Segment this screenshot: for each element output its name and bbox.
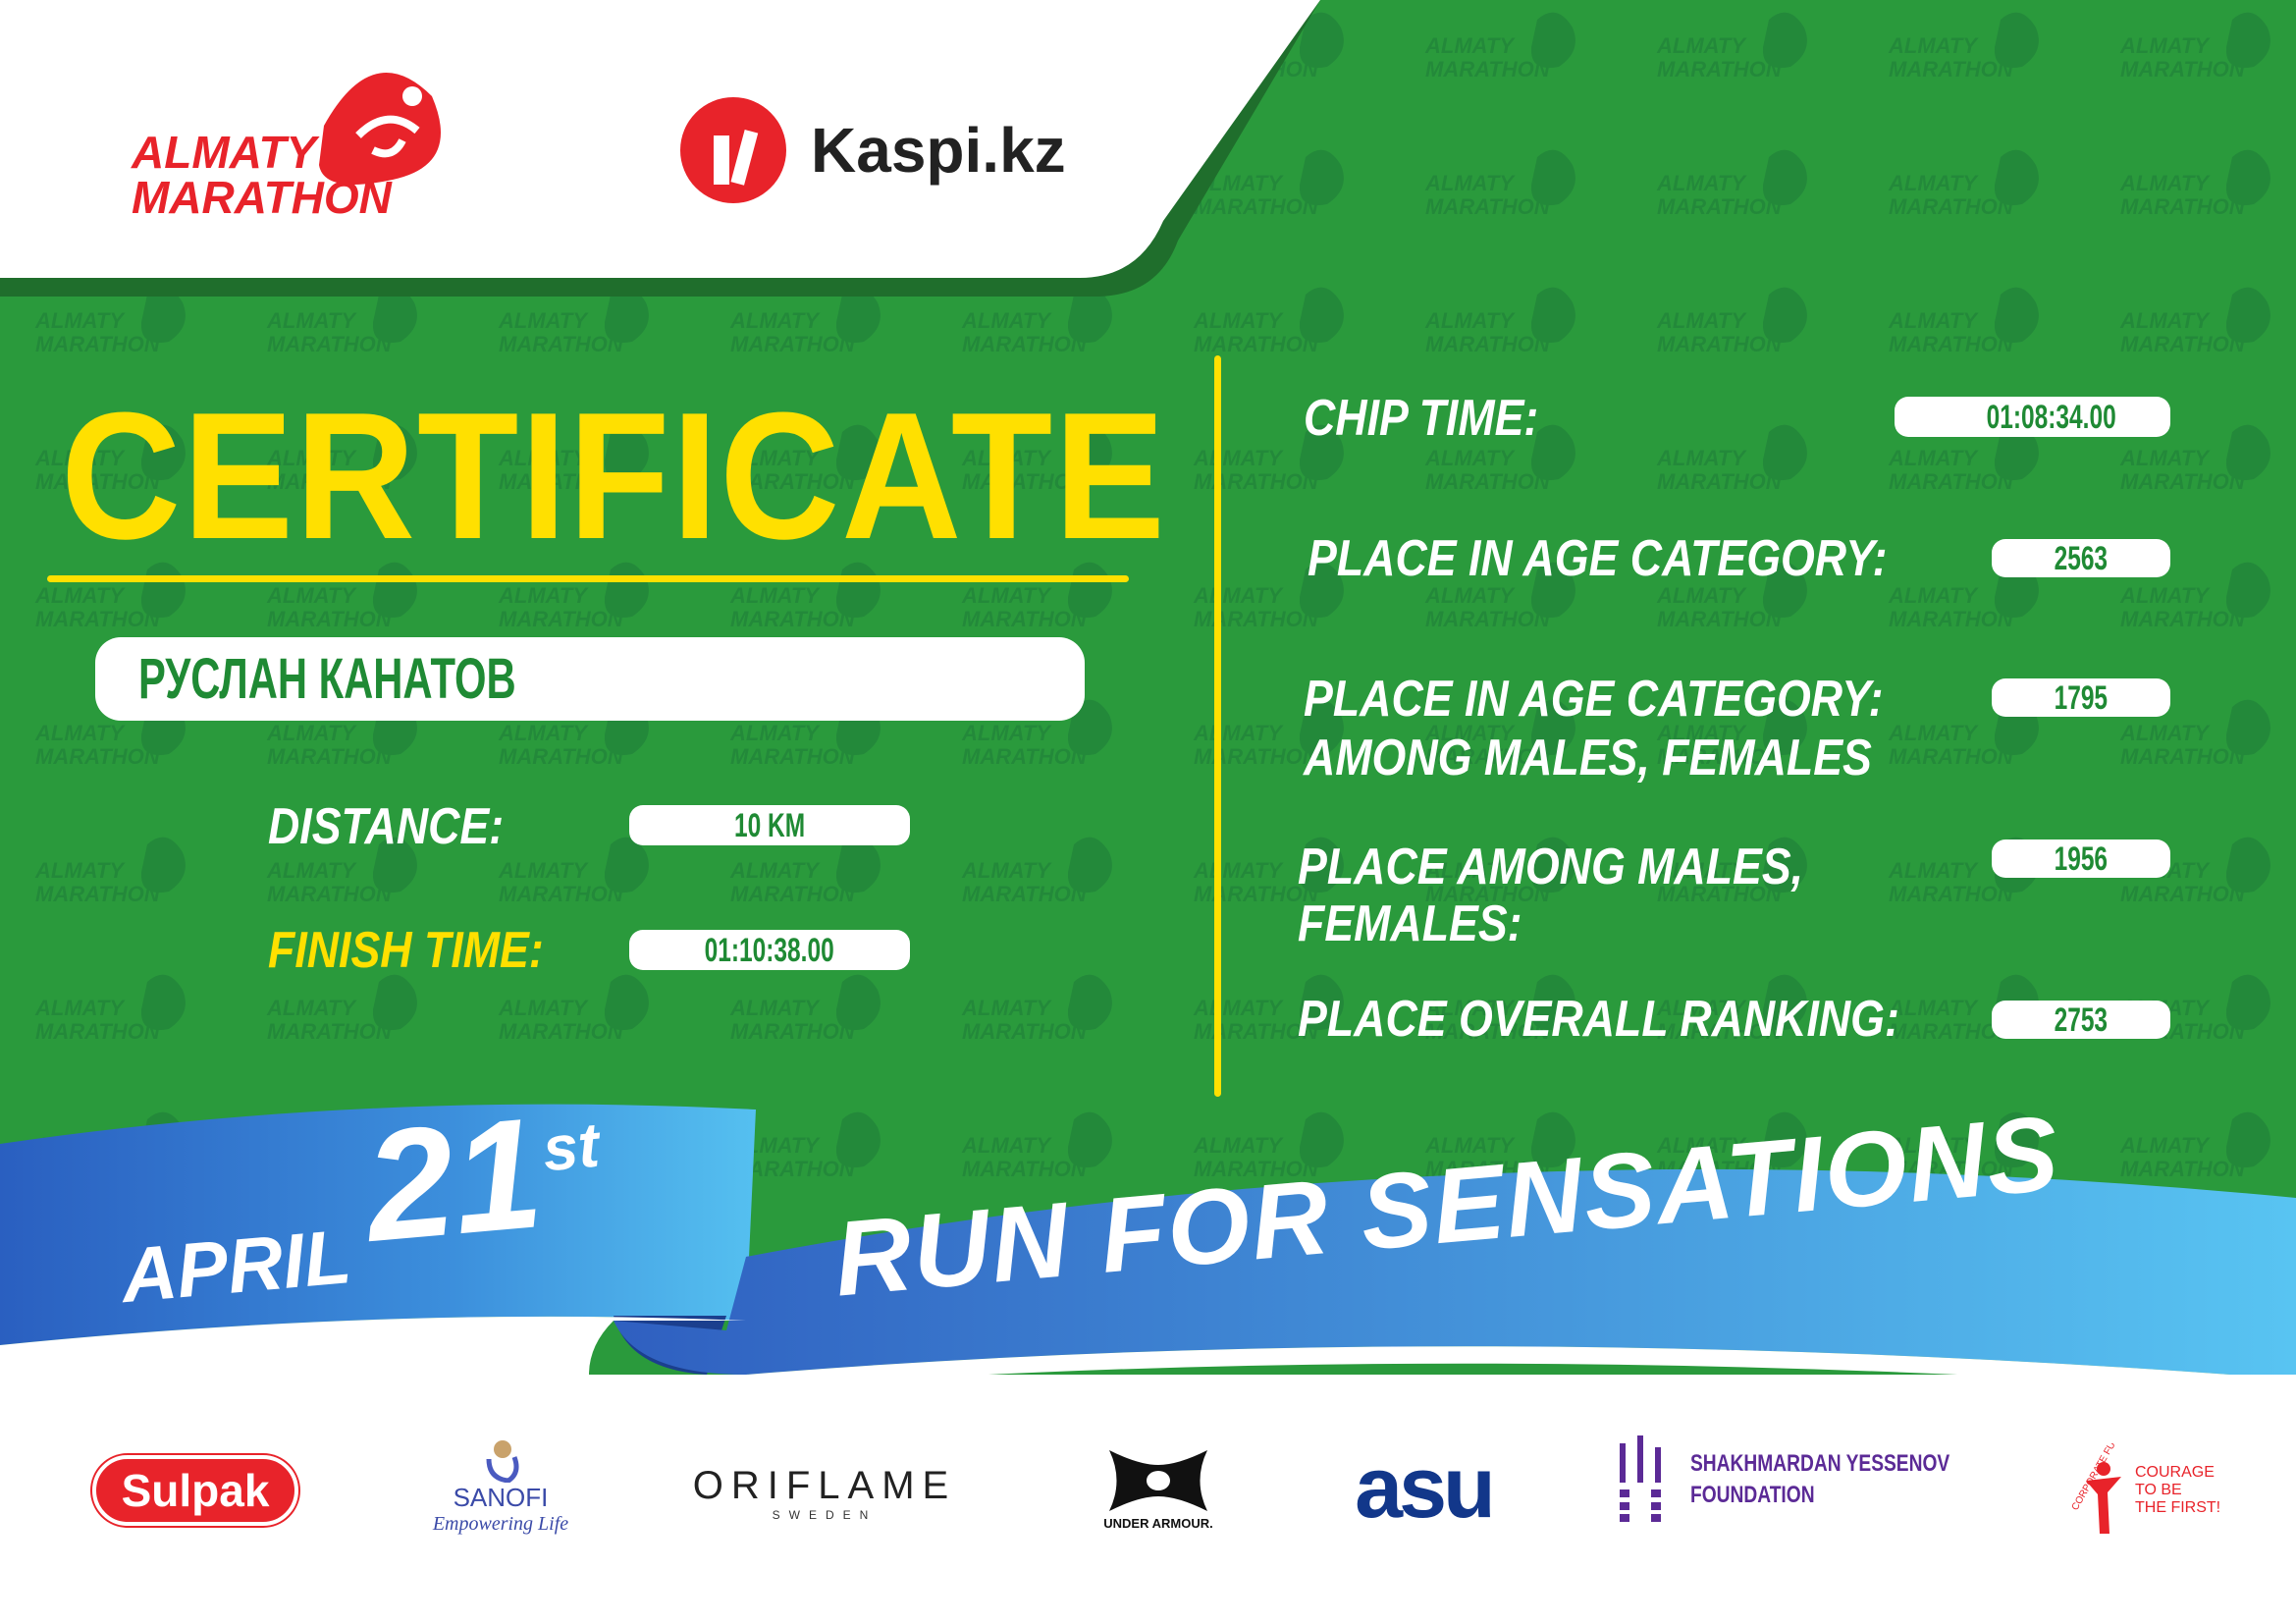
label-line1: PLACE IN AGE CATEGORY:	[1304, 671, 1884, 728]
title-underline	[47, 575, 1129, 582]
overall-ranking-value: 2753	[1992, 1001, 2170, 1039]
oriflame-sub: SWEDEN	[772, 1507, 878, 1522]
sulpak-logo: Sulpak	[92, 1455, 298, 1526]
runner-icon	[319, 73, 441, 185]
yessenov-line2: FOUNDATION	[1690, 1482, 1815, 1508]
kaspi-text: Kaspi.kz	[811, 115, 1066, 186]
certificate-title: CERTIFICATE	[61, 374, 1167, 576]
under-armour-icon	[1109, 1449, 1207, 1511]
finish-time-value: 01:10:38.00	[629, 930, 910, 970]
almaty-marathon-logo: ALMATY MARATHON	[128, 57, 452, 234]
logo-line2: MARATHON	[132, 172, 392, 223]
sanofi-text: SANOFI	[453, 1483, 549, 1512]
oriflame-logo: ORIFLAME SWEDEN	[687, 1463, 962, 1522]
label-line2: FEMALES:	[1298, 895, 1522, 952]
finish-time-label: FINISH TIME:	[268, 922, 544, 979]
distance-label: DISTANCE:	[268, 798, 505, 855]
sanofi-tagline: Empowering Life	[432, 1513, 569, 1535]
age-category-value: 2563	[1992, 539, 2170, 577]
label-line1: PLACE AMONG MALES,	[1298, 839, 1804, 895]
divider-line	[1214, 355, 1221, 1097]
courage-fund-icon: CORPORATE FUND	[2070, 1443, 2125, 1534]
sanofi-icon	[486, 1440, 519, 1483]
gender-place-label: PLACE AMONG MALES, FEMALES:	[1298, 839, 1803, 952]
date-suffix: st	[540, 1109, 603, 1185]
under-armour-logo: UNDER ARMOUR.	[1070, 1438, 1247, 1537]
asu-logo: asu	[1345, 1438, 1502, 1537]
sulpak-text: Sulpak	[121, 1465, 270, 1516]
name-box: РУСЛАН КАНАТОВ	[95, 637, 1085, 721]
label-line2: AMONG MALES, FEMALES	[1304, 730, 1872, 786]
logo-line1: ALMATY	[132, 127, 317, 178]
courage-line1: COURAGE	[2135, 1464, 2215, 1481]
yessenov-logo: SHAKHMARDAN YESSENOV FOUNDATION	[1618, 1435, 2014, 1524]
date-day: 21	[358, 1084, 549, 1274]
sanofi-logo: SANOFI Empowering Life	[412, 1429, 589, 1546]
kaspi-logo: Kaspi.kz	[679, 96, 1066, 204]
under-armour-text: UNDER ARMOUR.	[1103, 1515, 1213, 1531]
oriflame-text: ORIFLAME	[692, 1463, 957, 1507]
age-category-label: PLACE IN AGE CATEGORY:	[1308, 530, 1888, 587]
kaspi-icon	[680, 97, 786, 203]
gender-place-value: 1956	[1992, 839, 2170, 878]
overall-ranking-label: PLACE OVERALL RANKING:	[1298, 991, 1899, 1048]
asu-text: asu	[1355, 1438, 1496, 1536]
courage-fund-logo: CORPORATE FUND COURAGE TO BE THE FIRST!	[2056, 1443, 2220, 1538]
yessenov-icon	[1620, 1435, 1661, 1522]
distance-value: 10 KM	[629, 805, 910, 845]
participant-name: РУСЛАН КАНАТОВ	[138, 647, 516, 711]
courage-line2: TO BE	[2135, 1482, 2182, 1498]
age-category-gender-value: 1795	[1992, 678, 2170, 717]
age-category-gender-label: PLACE IN AGE CATEGORY: AMONG MALES, FEMA…	[1304, 670, 1884, 787]
chip-time-label: CHIP TIME:	[1304, 390, 1539, 447]
chip-time-value: 01:08:34.00	[1895, 397, 2170, 437]
courage-line3: THE FIRST!	[2135, 1499, 2221, 1516]
yessenov-line1: SHAKHMARDAN YESSENOV	[1690, 1450, 1950, 1477]
